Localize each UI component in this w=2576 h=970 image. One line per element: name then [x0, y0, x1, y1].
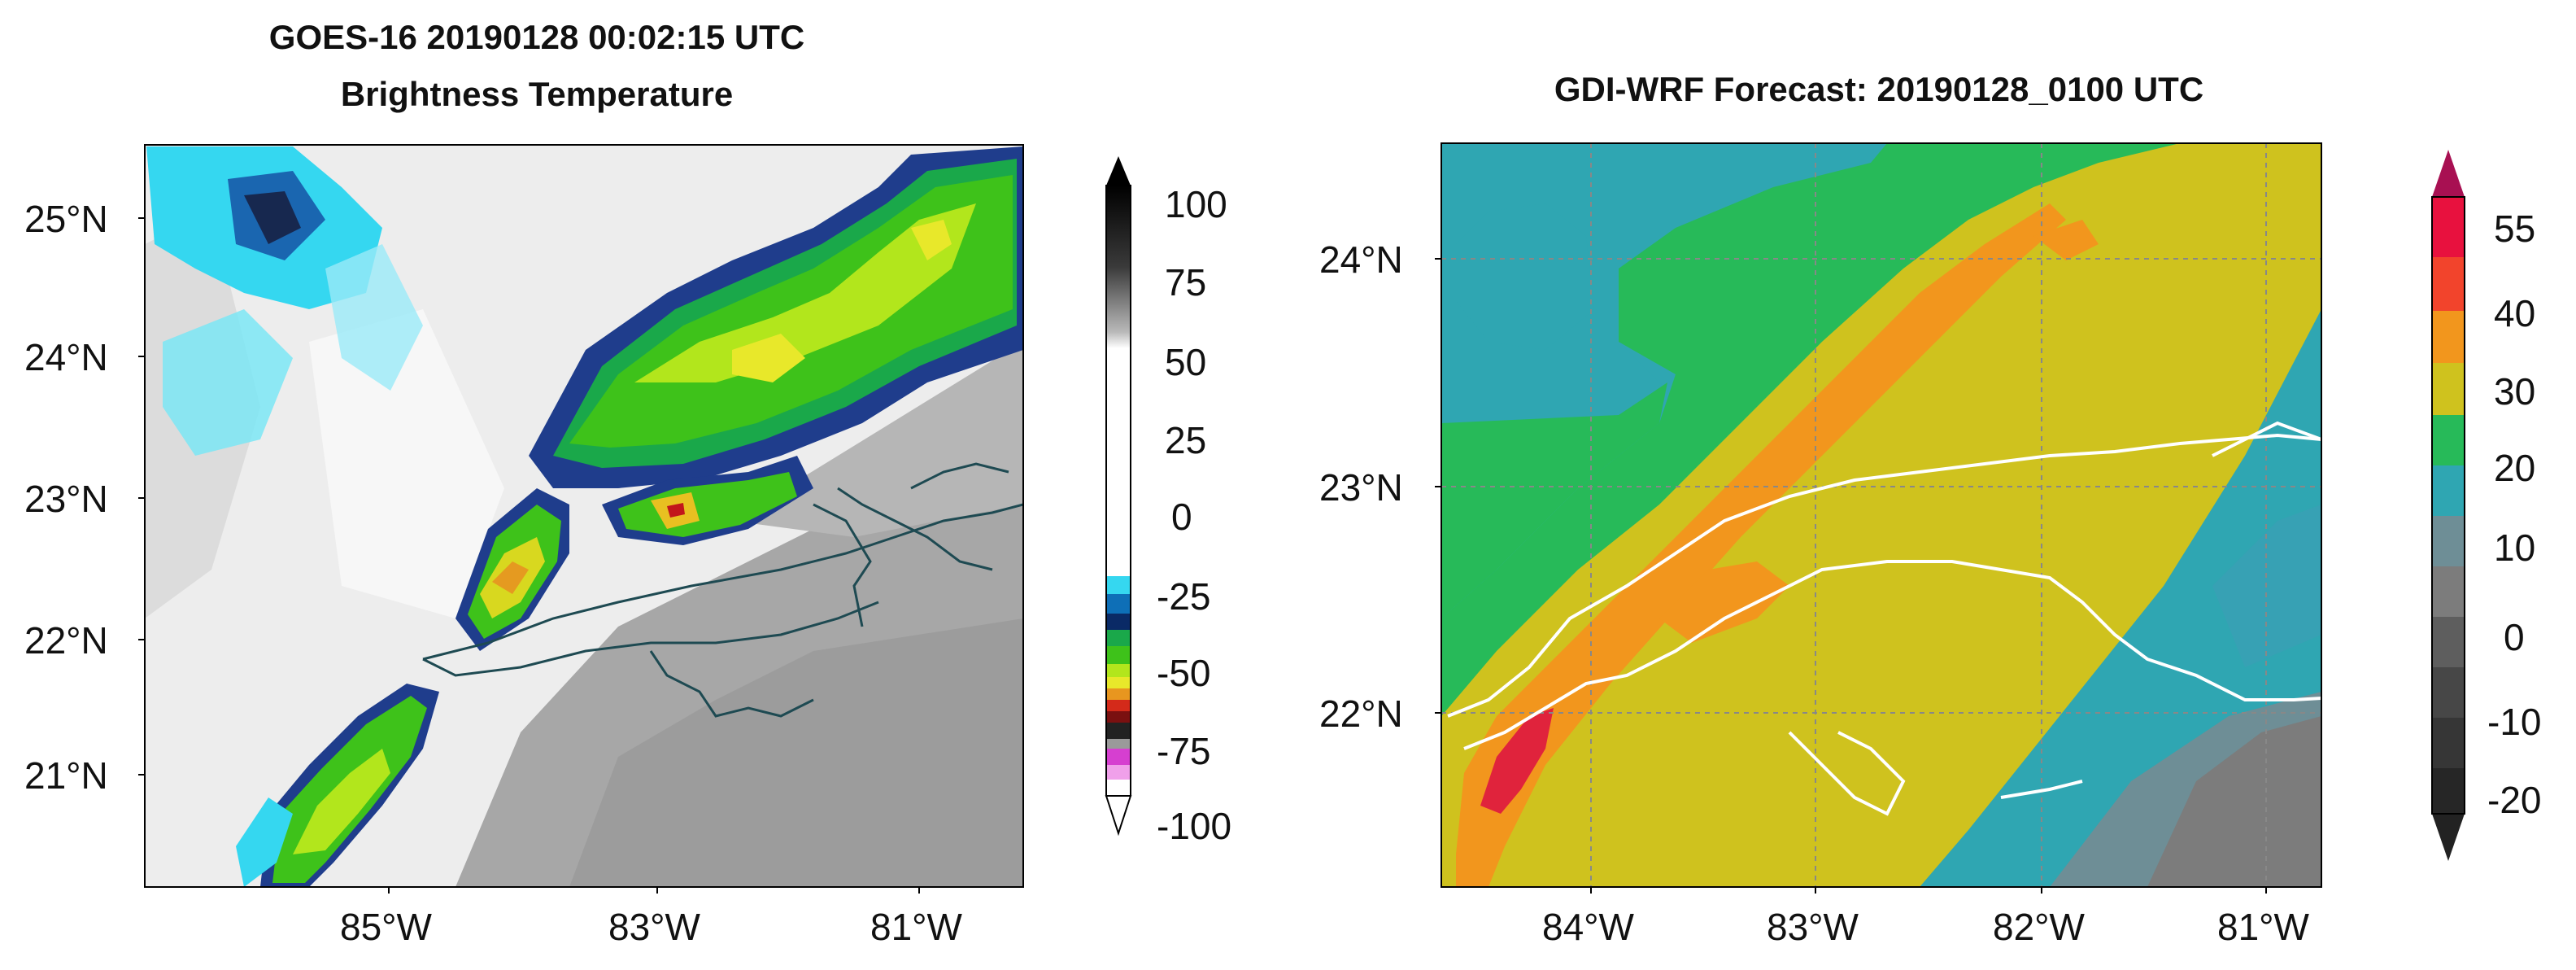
left-colorbar-tick: -50	[1157, 652, 1211, 694]
left-lat-label: 22°N	[24, 619, 108, 662]
right-colorbar-tick: 40	[2494, 292, 2536, 334]
left-lon-label: 83°W	[608, 906, 700, 948]
right-lat-label: 24°N	[1319, 238, 1403, 281]
left-lat-label: 25°N	[24, 198, 108, 240]
right-lon-label: 82°W	[1993, 906, 2085, 948]
left-lat-label: 24°N	[24, 336, 108, 378]
left-lon-label: 85°W	[340, 906, 432, 948]
right-title: GDI-WRF Forecast: 20190128_0100 UTC	[1554, 70, 2204, 108]
left-title-line2: Brightness Temperature	[340, 75, 734, 113]
right-colorbar-tick: 30	[2494, 370, 2536, 413]
right-colorbar-tick: -20	[2487, 779, 2542, 821]
left-title-line1: GOES-16 20190128 00:02:15 UTC	[268, 18, 805, 56]
right-colorbar-tick: 10	[2494, 527, 2536, 569]
right-colorbar-tick: 55	[2494, 208, 2536, 250]
right-colorbar-tick: 20	[2494, 447, 2536, 489]
left-colorbar-tick: 25	[1165, 419, 1207, 461]
right-lon-label: 84°W	[1542, 906, 1634, 948]
right-colorbar	[2431, 150, 2465, 861]
left-colorbar	[1105, 156, 1132, 837]
left-colorbar-tick: -75	[1157, 730, 1211, 772]
right-lat-label: 23°N	[1319, 466, 1403, 509]
left-colorbar-tick: -100	[1157, 805, 1232, 847]
left-colorbar-tick: 0	[1171, 496, 1192, 538]
right-lon-label: 81°W	[2217, 906, 2309, 948]
left-colorbar-tick: 100	[1165, 183, 1227, 225]
left-lat-label: 21°N	[24, 754, 108, 797]
left-colorbar-tick: 75	[1165, 261, 1207, 304]
left-colorbar-tick: 50	[1165, 341, 1207, 383]
right-lat-label: 22°N	[1319, 693, 1403, 735]
left-lat-label: 23°N	[24, 478, 108, 520]
right-colorbar-tick: -10	[2487, 701, 2542, 743]
right-colorbar-tick: 0	[2504, 616, 2525, 658]
right-lon-label: 83°W	[1767, 906, 1859, 948]
left-colorbar-tick: -25	[1157, 575, 1211, 618]
left-lon-label: 81°W	[870, 906, 962, 948]
